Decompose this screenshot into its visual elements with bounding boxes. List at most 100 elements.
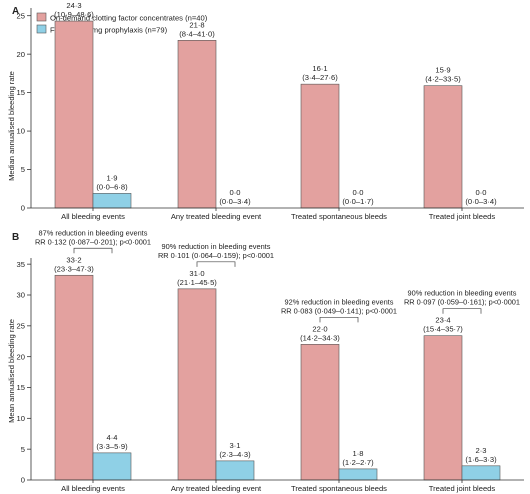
y-tick-label: 15 — [17, 88, 25, 97]
bar-fitusiran — [215, 460, 255, 481]
y-axis-label: Median annualised bleeding rate — [7, 71, 16, 181]
x-tick-label: Treated joint bleeds — [429, 484, 496, 493]
panel-b: B Mean annualised bleeding rate 0 5 10 15 20… — [7, 228, 524, 493]
y-tick-label: 10 — [17, 127, 25, 136]
comparison-bracket — [442, 308, 482, 314]
bar-ci-label: (2·3–4·3) — [219, 450, 251, 459]
panel-a: A Median annualised bleeding rate 0 5 10 15… — [7, 1, 524, 221]
bar-labels: 33·2(23·3–47·3) 4·4(3·3–5·9) 31·0(21·1–45·… — [54, 255, 497, 467]
bar-value-label: 23·4 — [435, 316, 450, 325]
bar-on-demand — [177, 40, 217, 209]
y-ticks: 0 5 10 15 20 25 30 35 — [17, 260, 31, 485]
bar-ci-label: (21·1–45·5) — [177, 278, 217, 287]
reduction-label: 87% reduction in bleeding events — [39, 228, 148, 237]
bars — [54, 20, 463, 209]
comparison-bracket — [196, 261, 236, 267]
bar-fitusiran — [338, 468, 378, 481]
comparison-bracket — [319, 316, 359, 323]
y-tick-label: 15 — [17, 383, 25, 392]
bar-on-demand — [54, 274, 94, 481]
bar-value-label: 0·0 — [476, 188, 487, 197]
bar-ci-label: (3·4–27·6) — [302, 73, 338, 82]
bar-ci-label: (14·2–34·3) — [300, 333, 340, 342]
rate-ratio-label: RR 0·083 (0·049–0·141); p<0·0001 — [281, 306, 397, 315]
x-tick-label: All bleeding events — [61, 212, 125, 221]
y-tick-label: 5 — [21, 445, 25, 454]
bar-value-label: 1·8 — [353, 449, 364, 458]
bar-ci-label: (10·9–48·6) — [54, 10, 94, 19]
rate-ratio-label: RR 0·101 (0·064–0·159); p<0·0001 — [158, 251, 274, 260]
y-tick-label: 25 — [17, 321, 25, 330]
y-tick-label: 0 — [21, 476, 25, 485]
legend-label-fitusiran: Fitusiran 80 mg prophylaxis (n=79) — [50, 26, 168, 35]
legend-swatch-on-demand — [36, 12, 47, 22]
x-tick-label: Treated joint bleeds — [429, 212, 496, 221]
x-tick-label: Any treated bleeding event — [171, 484, 262, 493]
panel-label: B — [12, 232, 19, 243]
legend-swatch-fitusiran — [36, 24, 47, 34]
bar-on-demand — [300, 344, 340, 481]
y-ticks: 0 5 10 15 20 25 — [17, 11, 31, 213]
bar-value-label: 3·1 — [230, 441, 241, 450]
y-tick-label: 10 — [17, 414, 25, 423]
x-labels: All bleeding events Any treated bleeding … — [61, 208, 495, 221]
bar-on-demand — [423, 335, 463, 481]
x-tick-label: Treated spontaneous bleeds — [291, 212, 387, 221]
bar-fitusiran — [92, 452, 132, 481]
bar-ci-label: (0·0–3·4) — [219, 197, 251, 206]
reduction-label: 92% reduction in bleeding events — [285, 297, 394, 306]
bar-on-demand — [423, 85, 463, 209]
bar-value-label: 24·3 — [66, 1, 81, 10]
bar-on-demand — [177, 288, 217, 481]
x-tick-label: All bleeding events — [61, 484, 125, 493]
x-labels: All bleeding events Any treated bleeding … — [61, 480, 495, 493]
bar-ci-label: (8·4–41·0) — [179, 29, 215, 38]
y-tick-label: 30 — [17, 291, 25, 300]
bar-ci-label: (0·0–3·4) — [465, 197, 497, 206]
bar-value-label: 21·8 — [189, 20, 204, 29]
bar-value-label: 15·9 — [435, 66, 450, 75]
reduction-label: 90% reduction in bleeding events — [408, 289, 517, 298]
y-tick-label: 35 — [17, 260, 25, 269]
bar-value-label: 2·3 — [476, 446, 487, 455]
bar-value-label: 4·4 — [107, 433, 118, 442]
x-tick-label: Any treated bleeding event — [171, 212, 262, 221]
bar-value-label: 16·1 — [312, 64, 327, 73]
bar-ci-label: (1·6–3·3) — [465, 455, 497, 464]
bar-ci-label: (0·0–6·8) — [96, 182, 128, 191]
bar-value-label: 33·2 — [66, 255, 81, 264]
bar-ci-label: (4·2–33·5) — [425, 75, 461, 84]
bar-ci-label: (23·3–47·3) — [54, 264, 94, 273]
bar-ci-label: (3·3–5·9) — [96, 442, 128, 451]
y-axis-label: Mean annualised bleeding rate — [7, 319, 16, 423]
y-tick-label: 20 — [17, 352, 25, 361]
bar-on-demand — [300, 83, 340, 209]
bar-value-label: 0·0 — [353, 188, 364, 197]
rate-ratio-label: RR 0·097 (0·059–0·161); p<0·0001 — [404, 298, 520, 307]
y-tick-label: 25 — [17, 11, 25, 20]
y-tick-label: 5 — [21, 165, 25, 174]
bar-value-label: 22·0 — [312, 324, 327, 333]
bar-value-label: 0·0 — [230, 188, 241, 197]
panel-label: A — [12, 6, 19, 17]
bar-ci-label: (1·2–2·7) — [342, 458, 374, 467]
reduction-label: 90% reduction in bleeding events — [162, 242, 271, 251]
bar-fitusiran — [461, 465, 501, 481]
bar-fitusiran — [92, 193, 132, 209]
bar-value-label: 31·0 — [189, 269, 204, 278]
x-tick-label: Treated spontaneous bleeds — [291, 484, 387, 493]
legend: On-demand clotting factor concentrates (… — [36, 12, 208, 35]
bar-ci-label: (0·0–1·7) — [342, 197, 374, 206]
bar-value-label: 1·9 — [107, 173, 118, 182]
y-tick-label: 0 — [21, 204, 25, 213]
legend-label-on-demand: On-demand clotting factor concentrates (… — [50, 14, 208, 23]
bar-ci-label: (15·4–35·7) — [423, 325, 463, 334]
bar-on-demand — [54, 20, 94, 209]
comparison-bracket — [73, 247, 113, 254]
y-tick-label: 20 — [17, 50, 25, 59]
bar-labels: 24·3(10·9–48·6) 1·9(0·0–6·8) 21·8(8·4–41·0… — [54, 1, 497, 206]
bars — [54, 274, 501, 481]
rate-ratio-label: RR 0·132 (0·087–0·201); p<0·0001 — [35, 237, 151, 246]
